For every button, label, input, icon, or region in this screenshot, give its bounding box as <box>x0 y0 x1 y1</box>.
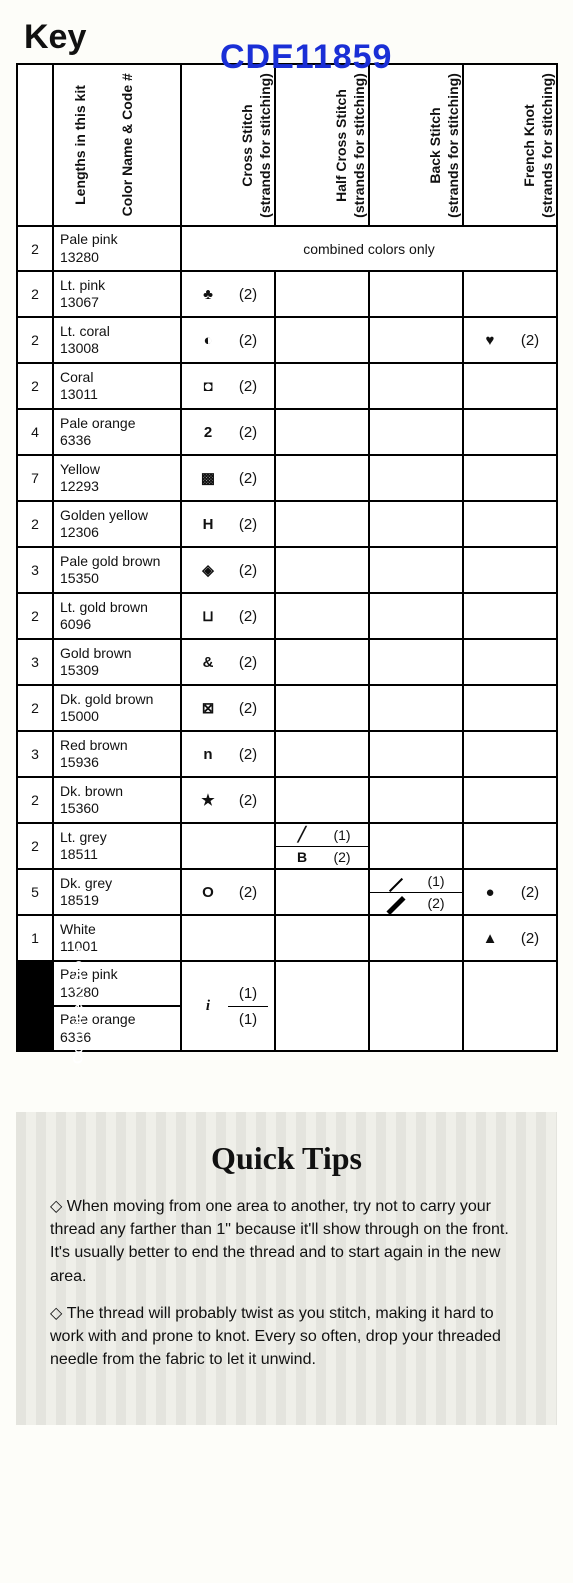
key-section: Key CDE11859 Lengths in this kit Color N… <box>0 0 573 1052</box>
table-row: 2Lt. grey18511╱(1)B(2) <box>17 823 557 869</box>
table-row: 2Dk. brown15360★(2) <box>17 777 557 823</box>
table-row: 2Golden yellow12306H(2) <box>17 501 557 547</box>
header-french: French Knot(strands for stitching) <box>463 64 557 226</box>
table-row: 2Pale pink13280combined colors only <box>17 226 557 271</box>
header-cross: Cross Stitch(strands for stitching) <box>181 64 275 226</box>
tips-title: Quick Tips <box>50 1140 523 1177</box>
table-row: 4Pale orange63362(2) <box>17 409 557 455</box>
header-row: Lengths in this kit Color Name & Code # … <box>17 64 557 226</box>
tip-item: The thread will probably twist as you st… <box>50 1302 523 1372</box>
table-row: 1White11001▲(2) <box>17 915 557 961</box>
header-back: Back Stitch(strands for stitching) <box>369 64 463 226</box>
table-row: 3Red brown15936n(2) <box>17 731 557 777</box>
table-row: 2Lt. pink13067♣(2) <box>17 271 557 317</box>
tip-item: When moving from one area to another, tr… <box>50 1195 523 1288</box>
header-lengths: Lengths in this kit <box>17 64 53 226</box>
table-row: 2Dk. gold brown15000⊠(2) <box>17 685 557 731</box>
tips-box: Quick Tips When moving from one area to … <box>16 1112 557 1425</box>
combined-row: Combined ColorsPale pink13280i(1)(1) <box>17 961 557 1006</box>
tips-section: Quick Tips When moving from one area to … <box>0 1112 573 1465</box>
watermark-code: CDE11859 <box>220 38 392 77</box>
table-row: 2Coral13011◘(2) <box>17 363 557 409</box>
table-row: 3Gold brown15309&(2) <box>17 639 557 685</box>
table-row: 7Yellow12293▩(2) <box>17 455 557 501</box>
key-table: Lengths in this kit Color Name & Code # … <box>16 63 558 1052</box>
table-row: 2Lt. gold brown6096⊔(2) <box>17 593 557 639</box>
table-row: 3Pale gold brown15350◈(2) <box>17 547 557 593</box>
header-half: Half Cross Stitch(strands for stitching) <box>275 64 369 226</box>
table-row: 5Dk. grey18519O(2)(1)(2)●(2) <box>17 869 557 915</box>
table-row: 2Lt. coral13008◐(2)♥(2) <box>17 317 557 363</box>
